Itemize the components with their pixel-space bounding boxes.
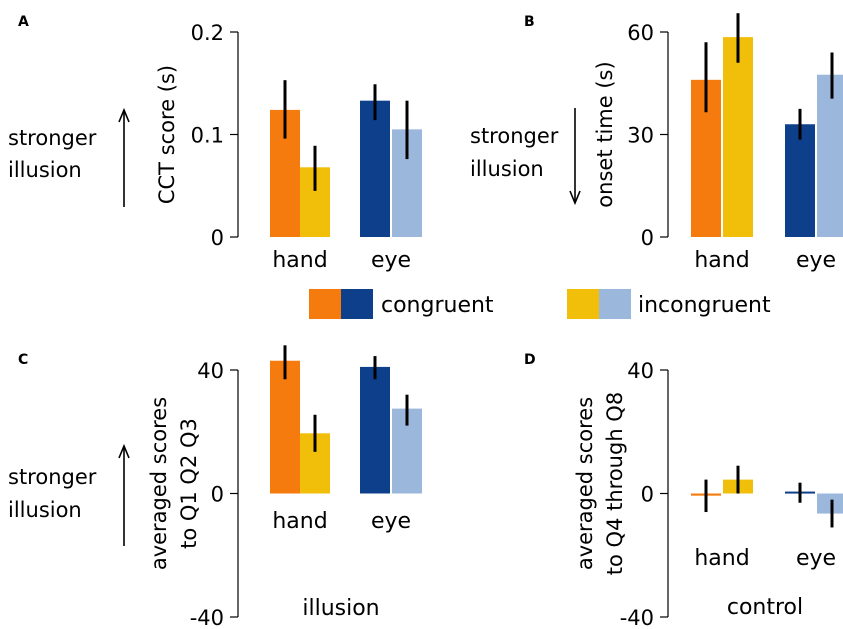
down-arrow-head: [569, 190, 581, 206]
up-arrow-head: [118, 107, 130, 123]
legend-label-congruent: congruent: [381, 293, 494, 318]
y-tick-label: 30: [627, 124, 654, 148]
panel-d: D -40 0 40 averaged scores to Q4 through Q8 ha…: [524, 352, 843, 629]
bar-hand-incongruent: [723, 37, 753, 237]
bar-eye-congruent: [360, 100, 390, 237]
category-label-hand: hand: [272, 509, 327, 534]
y-axis-label: onset time (s): [593, 61, 617, 207]
category-label-eye: eye: [371, 248, 411, 273]
y-axis-label: to Q4 through Q8: [603, 392, 627, 575]
y-axis-label: averaged scores: [573, 397, 597, 570]
panel-letter: C: [18, 352, 28, 368]
side-note-2: illusion: [470, 157, 544, 181]
y-tick-label: 0: [211, 226, 224, 250]
y-axis-label: averaged scores: [147, 397, 171, 570]
group-label: control: [727, 595, 803, 620]
y-tick-label: 40: [197, 359, 224, 383]
y-axis-label: CCT score (s): [155, 65, 179, 204]
legend-swatch-eye-incongruent: [599, 289, 631, 319]
panel-a: A 0 0.1 0.2 CCT score (s) hand eye stronger illu…: [8, 14, 422, 273]
y-tick-label: 0.2: [191, 21, 224, 45]
bar-eye-incongruent: [817, 493, 843, 514]
y-tick-label: 0.1: [191, 124, 224, 148]
side-note-2: illusion: [8, 498, 82, 522]
side-note-1: stronger: [8, 126, 97, 150]
panel-letter: A: [18, 14, 29, 30]
bar-hand-congruent: [270, 360, 300, 494]
up-arrow-head: [118, 443, 130, 459]
y-tick-label: 0: [211, 483, 224, 507]
legend: congruent incongruent: [309, 289, 771, 319]
bar-eye-congruent: [360, 366, 390, 494]
y-tick-label: 0: [641, 483, 654, 507]
panel-b: B 0 30 60 onset time (s) hand eye stronger illus…: [470, 13, 843, 273]
panel-letter: B: [524, 14, 535, 30]
category-label-hand: hand: [694, 248, 749, 273]
y-tick-label: 60: [627, 21, 654, 45]
group-label: illusion: [302, 596, 379, 621]
legend-label-incongruent: incongruent: [638, 293, 771, 318]
panel-c: C -40 0 40 averaged scores to Q1 Q2 Q3 hand eye…: [8, 345, 422, 629]
legend-swatch-hand-congruent: [309, 289, 341, 319]
category-label-hand: hand: [272, 248, 327, 273]
y-axis-label: to Q1 Q2 Q3: [177, 418, 201, 549]
bar-eye-congruent: [785, 124, 815, 237]
side-note-2: illusion: [8, 158, 82, 182]
y-tick-label: -40: [620, 606, 654, 629]
legend-swatch-eye-congruent: [341, 289, 373, 319]
category-label-eye: eye: [371, 509, 411, 534]
legend-swatch-hand-incongruent: [567, 289, 599, 319]
panel-letter: D: [524, 352, 536, 368]
y-tick-label: 40: [627, 359, 654, 383]
category-label-eye: eye: [796, 248, 836, 273]
category-label-hand: hand: [694, 546, 749, 571]
side-note-1: stronger: [8, 465, 97, 489]
y-tick-label: 0: [641, 226, 654, 250]
category-label-eye: eye: [796, 546, 836, 571]
side-note-1: stronger: [470, 124, 559, 148]
y-tick-label: -40: [190, 606, 224, 629]
bar-eye-incongruent: [817, 74, 843, 237]
